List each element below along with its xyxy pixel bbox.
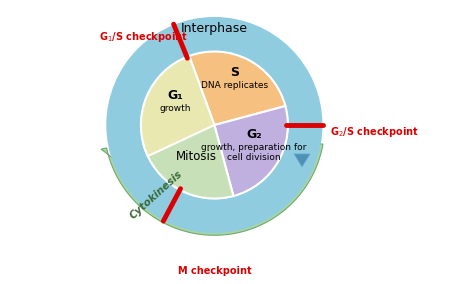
- Text: G₁: G₁: [167, 89, 183, 102]
- Text: G₂: G₂: [246, 128, 262, 141]
- Text: growth: growth: [159, 104, 191, 113]
- Circle shape: [107, 18, 322, 232]
- Polygon shape: [294, 154, 310, 167]
- Text: M checkpoint: M checkpoint: [178, 266, 251, 275]
- Text: Interphase: Interphase: [181, 22, 248, 36]
- Text: S: S: [230, 66, 239, 79]
- Text: G$_1$/S checkpoint: G$_1$/S checkpoint: [99, 30, 187, 44]
- Wedge shape: [214, 106, 288, 196]
- Text: DNA replicates: DNA replicates: [201, 81, 268, 90]
- Wedge shape: [141, 56, 214, 156]
- Text: growth, preparation for
cell division: growth, preparation for cell division: [201, 143, 307, 162]
- Wedge shape: [144, 125, 233, 199]
- Text: G$_2$/S checkpoint: G$_2$/S checkpoint: [330, 125, 419, 139]
- Text: Cytokinesis: Cytokinesis: [128, 169, 184, 221]
- Wedge shape: [189, 52, 285, 125]
- Text: Mitosis: Mitosis: [175, 150, 217, 163]
- Circle shape: [141, 52, 288, 199]
- Polygon shape: [101, 139, 323, 235]
